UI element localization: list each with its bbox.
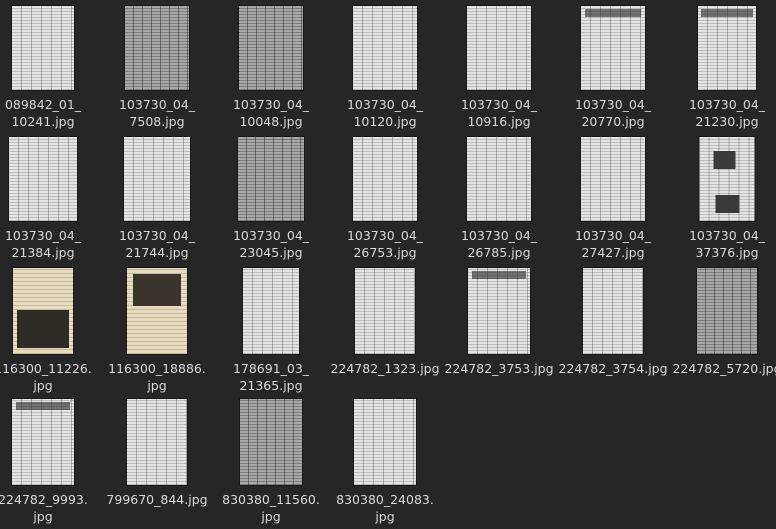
file-item[interactable]: 089842_01_ 10241.jpg bbox=[0, 6, 98, 136]
file-thumbnail[interactable] bbox=[699, 137, 755, 221]
file-thumbnail[interactable] bbox=[354, 399, 416, 485]
file-name: 103730_04_ 26785.jpg bbox=[460, 228, 538, 260]
thumbnail-masthead bbox=[584, 9, 642, 17]
file-thumbnail[interactable] bbox=[125, 6, 189, 90]
file-name: 224782_3754.jpg bbox=[558, 361, 668, 376]
file-item[interactable]: 103730_04_ 27427.jpg bbox=[558, 137, 668, 267]
file-name: 116300_18886. jpg bbox=[108, 361, 206, 393]
file-item[interactable]: 103730_04_ 20770.jpg bbox=[558, 6, 668, 136]
thumbnail-photo bbox=[715, 195, 740, 213]
file-name: 103730_04_ 20770.jpg bbox=[574, 97, 652, 129]
thumbnail-masthead bbox=[471, 271, 527, 280]
file-thumbnail[interactable] bbox=[124, 137, 190, 221]
file-item[interactable]: 103730_04_ 10120.jpg bbox=[330, 6, 440, 136]
file-item[interactable]: 830380_11560. jpg bbox=[216, 399, 326, 529]
file-name: 103730_04_ 7508.jpg bbox=[118, 97, 196, 129]
file-thumbnail[interactable] bbox=[697, 268, 757, 354]
file-item[interactable]: 103730_04_ 37376.jpg bbox=[672, 137, 776, 267]
file-item[interactable]: 103730_04_ 7508.jpg bbox=[102, 6, 212, 136]
file-thumbnail[interactable] bbox=[583, 268, 643, 354]
file-item[interactable]: 224782_5720.jpg bbox=[672, 268, 776, 398]
file-name: 103730_04_ 21230.jpg bbox=[688, 97, 766, 129]
file-thumbnail[interactable] bbox=[127, 399, 187, 485]
file-thumbnail[interactable] bbox=[355, 268, 415, 354]
thumbnail-photo bbox=[17, 310, 69, 348]
file-name: 178691_03_ 21365.jpg bbox=[232, 361, 310, 393]
file-thumbnail[interactable] bbox=[240, 399, 302, 485]
thumbnail-masthead bbox=[15, 402, 71, 411]
file-item[interactable]: 830380_24083. jpg bbox=[330, 399, 440, 529]
file-item[interactable]: 103730_04_ 10048.jpg bbox=[216, 6, 326, 136]
file-name: 224782_9993. jpg bbox=[0, 492, 88, 524]
file-name: 103730_04_ 10916.jpg bbox=[460, 97, 538, 129]
file-name: 224782_3753.jpg bbox=[444, 361, 554, 376]
file-item[interactable]: 116300_18886. jpg bbox=[102, 268, 212, 398]
file-item[interactable]: 224782_3754.jpg bbox=[558, 268, 668, 398]
file-name: 103730_04_ 21384.jpg bbox=[4, 228, 82, 260]
file-name: 224782_1323.jpg bbox=[330, 361, 440, 376]
file-thumbnail[interactable] bbox=[353, 137, 417, 221]
file-thumbnail[interactable] bbox=[243, 268, 299, 354]
file-item[interactable]: 799670_844.jpg bbox=[102, 399, 212, 529]
file-name: 103730_04_ 21744.jpg bbox=[118, 228, 196, 260]
file-thumbnail[interactable] bbox=[467, 137, 531, 221]
file-item[interactable]: 103730_04_ 23045.jpg bbox=[216, 137, 326, 267]
file-thumbnail[interactable] bbox=[467, 6, 531, 90]
file-name: 089842_01_ 10241.jpg bbox=[4, 97, 82, 129]
file-name: 799670_844.jpg bbox=[106, 492, 208, 507]
file-item[interactable]: 103730_04_ 21230.jpg bbox=[672, 6, 776, 136]
file-item[interactable]: 178691_03_ 21365.jpg bbox=[216, 268, 326, 398]
file-item[interactable]: 103730_04_ 10916.jpg bbox=[444, 6, 554, 136]
file-name: 103730_04_ 10120.jpg bbox=[346, 97, 424, 129]
file-thumbnail[interactable] bbox=[353, 6, 417, 90]
file-name: 830380_24083. jpg bbox=[336, 492, 434, 524]
file-name: 830380_11560. jpg bbox=[222, 492, 320, 524]
file-name: 103730_04_ 26753.jpg bbox=[346, 228, 424, 260]
file-item[interactable]: 103730_04_ 26753.jpg bbox=[330, 137, 440, 267]
thumbnail-photo bbox=[133, 274, 181, 306]
file-thumbnail[interactable] bbox=[468, 268, 530, 354]
file-name: 103730_04_ 37376.jpg bbox=[688, 228, 766, 260]
thumbnail-masthead bbox=[701, 9, 753, 17]
file-name: 103730_04_ 23045.jpg bbox=[232, 228, 310, 260]
file-name: 103730_04_ 27427.jpg bbox=[574, 228, 652, 260]
file-thumbnail[interactable] bbox=[581, 6, 645, 90]
file-name: 224782_5720.jpg bbox=[672, 361, 776, 376]
file-thumbnail[interactable] bbox=[9, 137, 77, 221]
file-thumbnail[interactable] bbox=[238, 137, 304, 221]
file-item[interactable]: 224782_9993. jpg bbox=[0, 399, 98, 529]
file-thumbnail[interactable] bbox=[12, 399, 74, 485]
file-item[interactable]: 116300_11226. jpg bbox=[0, 268, 98, 398]
file-thumbnail[interactable] bbox=[13, 268, 73, 354]
file-item[interactable]: 224782_3753.jpg bbox=[444, 268, 554, 398]
file-thumbnail[interactable] bbox=[12, 6, 74, 90]
file-item[interactable]: 103730_04_ 21384.jpg bbox=[0, 137, 98, 267]
file-thumbnail[interactable] bbox=[581, 137, 645, 221]
file-thumbnail[interactable] bbox=[127, 268, 187, 354]
thumbnail-photo bbox=[713, 151, 736, 169]
file-name: 103730_04_ 10048.jpg bbox=[232, 97, 310, 129]
file-thumbnail[interactable] bbox=[698, 6, 756, 90]
file-thumbnail[interactable] bbox=[239, 6, 303, 90]
file-item[interactable]: 103730_04_ 21744.jpg bbox=[102, 137, 212, 267]
file-item[interactable]: 224782_1323.jpg bbox=[330, 268, 440, 398]
file-name: 116300_11226. jpg bbox=[0, 361, 92, 393]
file-item[interactable]: 103730_04_ 26785.jpg bbox=[444, 137, 554, 267]
